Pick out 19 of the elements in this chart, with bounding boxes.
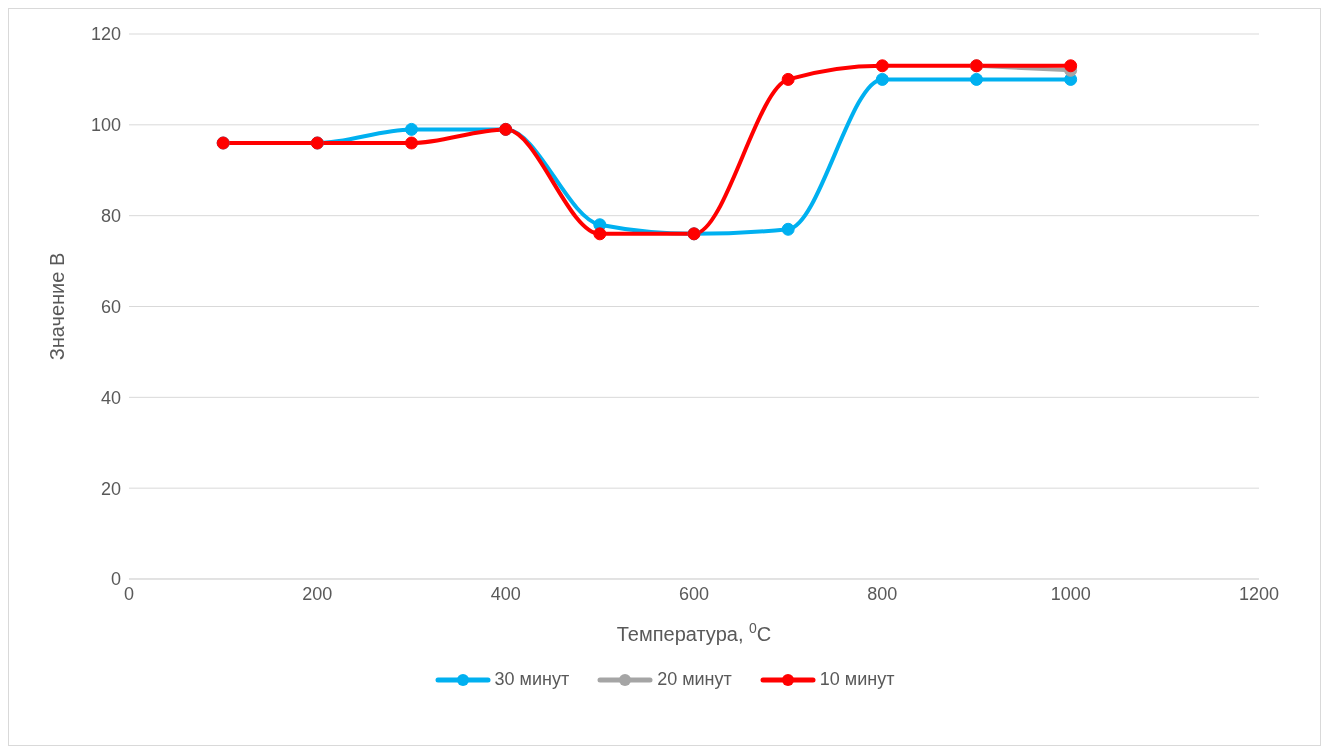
x-tick-label: 1000 [1050,583,1091,604]
y-tick-label: 100 [90,115,121,136]
x-tick-label: 1200 [1238,583,1280,604]
x-tick-label: 0 [123,583,135,604]
legend-label: 20 минут [657,669,732,690]
x-axis-title: Температура, $^{0}$C [616,620,772,645]
legend-label: 30 минут [494,669,570,690]
x-tick-label: 800 [867,583,898,604]
y-tick-label: 40 [100,387,121,408]
y-axis-title: Значение В [46,252,68,361]
y-tick-label: 0 [110,569,121,590]
y-tick-label: 20 [100,478,121,499]
y-tick-label: 120 [90,24,121,45]
x-tick-label: 200 [302,583,333,604]
y-tick-label: 60 [100,296,121,317]
y-tick-label: 80 [100,206,121,227]
x-tick-label: 600 [678,583,710,604]
x-tick-label: 400 [490,583,521,604]
legend-label: 10 минут [819,669,895,690]
